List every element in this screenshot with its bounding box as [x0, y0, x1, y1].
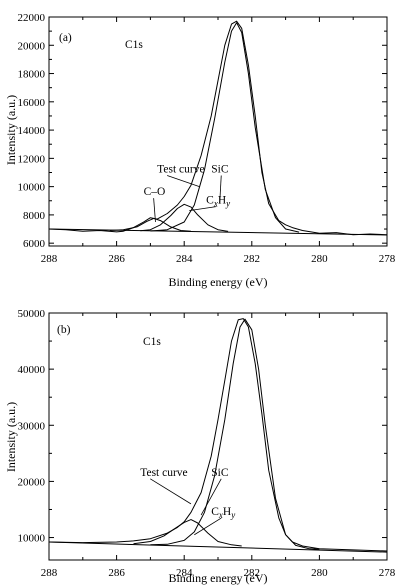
- y-tick-label: 18000: [18, 69, 46, 81]
- x-tick-label: 278: [379, 567, 396, 579]
- y-tick-label: 6000: [23, 238, 46, 250]
- curve-baseline: [48, 541, 388, 553]
- x-tick-label: 288: [41, 567, 58, 579]
- annotation-label: CxHy: [206, 195, 230, 209]
- annotation-arrow: [150, 478, 192, 505]
- y-tick-label: 20000: [18, 40, 46, 52]
- y-tick-label: 22000: [18, 12, 46, 24]
- y-tick-label: 10000: [18, 182, 46, 194]
- tick-marks: [48, 312, 388, 560]
- tick-labels: 288 286 284 282 280 278 10000 20000 30000 40000 50…: [18, 308, 396, 579]
- x-tick-label: 284: [176, 567, 193, 579]
- x-tick-label: 278: [379, 253, 396, 265]
- spectrum-label: C1s: [143, 336, 161, 348]
- annotations: Test curve SiC CxHy: [140, 467, 235, 536]
- curve-sic-component: [150, 318, 320, 550]
- x-tick-label: 282: [244, 567, 261, 579]
- panel-label: (a): [59, 32, 72, 44]
- annotation-label: SiC: [211, 467, 229, 479]
- y-tick-label: 50000: [18, 308, 46, 320]
- curve-sic-component: [150, 22, 300, 233]
- x-tick-label: 286: [108, 253, 125, 265]
- y-tick-label: 16000: [18, 97, 46, 109]
- annotation-label: C–O: [144, 186, 166, 198]
- annotation-arrow: [189, 206, 217, 212]
- annotation-arrow: [167, 175, 200, 188]
- y-axis-label: Intensity (a.u.): [4, 95, 18, 165]
- annotation-label: Test curve: [157, 163, 204, 175]
- y-tick-label: 40000: [18, 364, 46, 376]
- curve-cxhy-component: [133, 519, 242, 547]
- annotation-arrow: [200, 478, 222, 516]
- plot-frame: [48, 312, 388, 561]
- curve-cxhy-component: [140, 203, 229, 232]
- spectrum-label: C1s: [125, 39, 143, 51]
- x-tick-label: 282: [244, 253, 261, 265]
- panel-a: 288 286 284 282 280 278 6000 8000 10000 12000 1400…: [4, 12, 396, 289]
- annotations: Test curve SiC C–O CxHy: [144, 163, 230, 222]
- tick-labels: 288 286 284 282 280 278 6000 8000 10000 12000 1400…: [18, 12, 396, 265]
- annotation-label: Test curve: [140, 467, 187, 479]
- panel-b: 288 286 284 282 280 278 10000 20000 30000 40000 50…: [4, 308, 396, 585]
- panel-label: (b): [57, 324, 71, 336]
- y-tick-label: 12000: [18, 153, 46, 165]
- curve-baseline: [48, 228, 388, 236]
- y-tick-label: 20000: [18, 476, 46, 488]
- x-tick-label: 280: [311, 253, 328, 265]
- curve-test-curve: [48, 20, 388, 236]
- x-tick-label: 284: [176, 253, 193, 265]
- x-axis-label: Binding energy (eV): [168, 275, 267, 289]
- y-tick-label: 10000: [18, 533, 46, 545]
- y-tick-label: 14000: [18, 125, 46, 137]
- y-tick-label: 8000: [23, 210, 46, 222]
- x-tick-label: 288: [41, 253, 58, 265]
- x-tick-label: 286: [108, 567, 125, 579]
- tick-marks: [48, 16, 388, 246]
- curves: [48, 318, 388, 553]
- x-tick-label: 280: [311, 567, 328, 579]
- x-axis-label: Binding energy (eV): [168, 571, 267, 585]
- y-tick-label: 30000: [18, 420, 46, 432]
- annotation-label: CxHy: [211, 506, 235, 520]
- annotation-label: SiC: [211, 163, 229, 175]
- annotation-arrow: [219, 175, 222, 204]
- curves: [48, 20, 388, 236]
- annotation-arrow: [153, 198, 156, 222]
- y-axis-label: Intensity (a.u.): [4, 402, 18, 472]
- curve-c-o-component: [109, 217, 192, 232]
- annotation-arrow: [194, 517, 222, 536]
- plot-frame: [48, 16, 388, 247]
